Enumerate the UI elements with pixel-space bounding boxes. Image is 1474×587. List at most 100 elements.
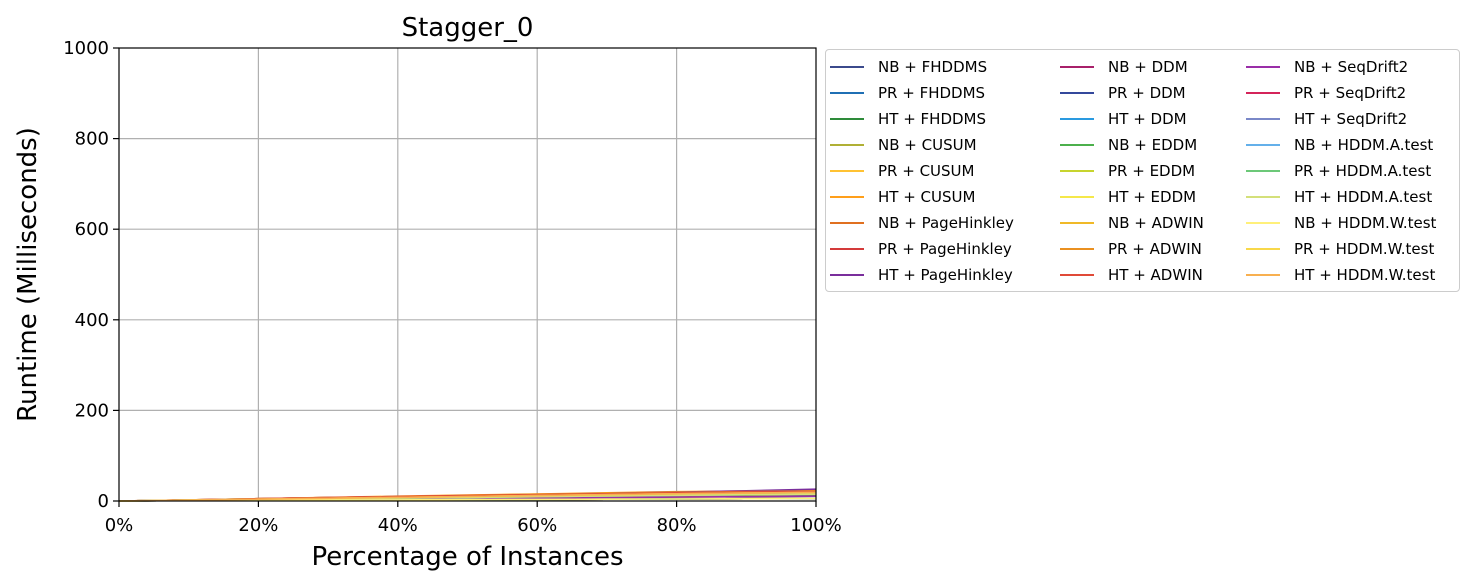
legend-swatch [1246,222,1280,224]
legend-label: NB + HDDM.A.test [1294,136,1434,154]
legend-item: HT + CUSUM [830,188,976,206]
chart-title: Stagger_0 [402,13,534,43]
legend-label: NB + SeqDrift2 [1294,58,1409,76]
legend-item: PR + FHDDMS [830,84,986,102]
legend-label: PR + DDM [1108,84,1186,102]
legend-item: PR + HDDM.W.test [1246,240,1435,258]
series-line [118,497,817,502]
legend-label: HT + HDDM.A.test [1294,188,1433,206]
legend-label: PR + HDDM.A.test [1294,162,1432,180]
x-tick-label: 100% [790,515,841,536]
legend-swatch [1060,118,1094,120]
grid-lines [119,48,816,501]
legend-label: HT + PageHinkley [878,266,1013,284]
legend-label: PR + EDDM [1108,162,1196,180]
legend-label: HT + ADWIN [1108,266,1203,284]
x-tick-label: 40% [378,515,418,536]
legend-swatch [830,170,864,172]
legend-swatch [1060,66,1094,68]
x-tick-label: 0% [105,515,134,536]
legend-swatch [1246,92,1280,94]
legend-swatch [830,66,864,68]
legend-item: PR + SeqDrift2 [1246,84,1407,102]
legend-label: PR + PageHinkley [878,240,1012,258]
legend-item: PR + PageHinkley [830,240,1012,258]
legend-swatch [830,222,864,224]
y-tick-label: 0 [98,491,109,512]
x-tick-label: 80% [657,515,697,536]
legend-item: PR + DDM [1060,84,1186,102]
legend-label: PR + FHDDMS [878,84,986,102]
legend-swatch [830,144,864,146]
legend-item: NB + DDM [1060,58,1188,76]
legend-label: HT + SeqDrift2 [1294,110,1408,128]
legend-label: PR + HDDM.W.test [1294,240,1435,258]
legend-item: HT + HDDM.W.test [1246,266,1435,284]
legend-swatch [1060,274,1094,276]
legend-item: HT + DDM [1060,110,1187,128]
legend-item: HT + SeqDrift2 [1246,110,1408,128]
legend-item: NB + PageHinkley [830,214,1014,232]
y-tick-label: 1000 [63,38,109,59]
x-tick-label: 20% [238,515,278,536]
axis-ticks: 0% 20% 40% 60% 80% 100% 0 200 400 600 800 1000 [63,38,842,536]
legend-item: HT + ADWIN [1060,266,1203,284]
legend-label: NB + PageHinkley [878,214,1014,232]
series-line [118,491,817,502]
legend-swatch [1060,222,1094,224]
legend-label: NB + ADWIN [1108,214,1204,232]
legend-label: PR + CUSUM [878,162,975,180]
legend-swatch [1246,170,1280,172]
legend-item: NB + HDDM.W.test [1246,214,1437,232]
x-tick-label: 60% [517,515,557,536]
legend-item: PR + EDDM [1060,162,1196,180]
legend-item: NB + EDDM [1060,136,1198,154]
legend-swatch [830,274,864,276]
legend-item: PR + CUSUM [830,162,975,180]
plot-area-frame [118,47,817,502]
legend-label: HT + CUSUM [878,188,976,206]
legend-item: HT + FHDDMS [830,110,987,128]
legend-label: NB + FHDDMS [878,58,988,76]
legend-label: HT + DDM [1108,110,1187,128]
legend-label: PR + SeqDrift2 [1294,84,1407,102]
legend-swatch [1060,170,1094,172]
legend-item: NB + FHDDMS [830,58,988,76]
legend-swatch [1060,248,1094,250]
legend-item: HT + HDDM.A.test [1246,188,1433,206]
legend-item: NB + SeqDrift2 [1246,58,1409,76]
chart-legend: NB + FHDDMS PR + FHDDMS HT + FHDDMS NB + CU… [825,49,1460,292]
legend-label: HT + EDDM [1108,188,1197,206]
legend-label: PR + ADWIN [1108,240,1202,258]
legend-label: NB + DDM [1108,58,1188,76]
legend-swatch [830,118,864,120]
legend-swatch [1246,196,1280,198]
legend-item: NB + ADWIN [1060,214,1204,232]
legend-swatch [1060,144,1094,146]
legend-item: NB + CUSUM [830,136,977,154]
y-tick-label: 600 [75,219,109,240]
legend-swatch [830,248,864,250]
legend-swatch [1246,118,1280,120]
legend-item: PR + ADWIN [1060,240,1202,258]
legend-swatch [1246,248,1280,250]
legend-swatch [1246,144,1280,146]
y-axis-label: Runtime (Milliseconds) [13,127,43,422]
legend-swatch [830,92,864,94]
legend-label: NB + EDDM [1108,136,1198,154]
legend-item: HT + EDDM [1060,188,1197,206]
series-lines [118,488,817,502]
legend-swatch [1060,92,1094,94]
legend-label: NB + CUSUM [878,136,977,154]
legend-label: NB + HDDM.W.test [1294,214,1437,232]
legend-swatch [1060,196,1094,198]
y-tick-label: 800 [75,129,109,150]
legend-swatch [1246,66,1280,68]
legend-label: HT + FHDDMS [878,110,987,128]
legend-item: HT + PageHinkley [830,266,1013,284]
legend-swatch [1246,274,1280,276]
x-axis-label: Percentage of Instances [312,542,624,572]
y-tick-label: 200 [75,400,109,421]
y-tick-label: 400 [75,310,109,331]
